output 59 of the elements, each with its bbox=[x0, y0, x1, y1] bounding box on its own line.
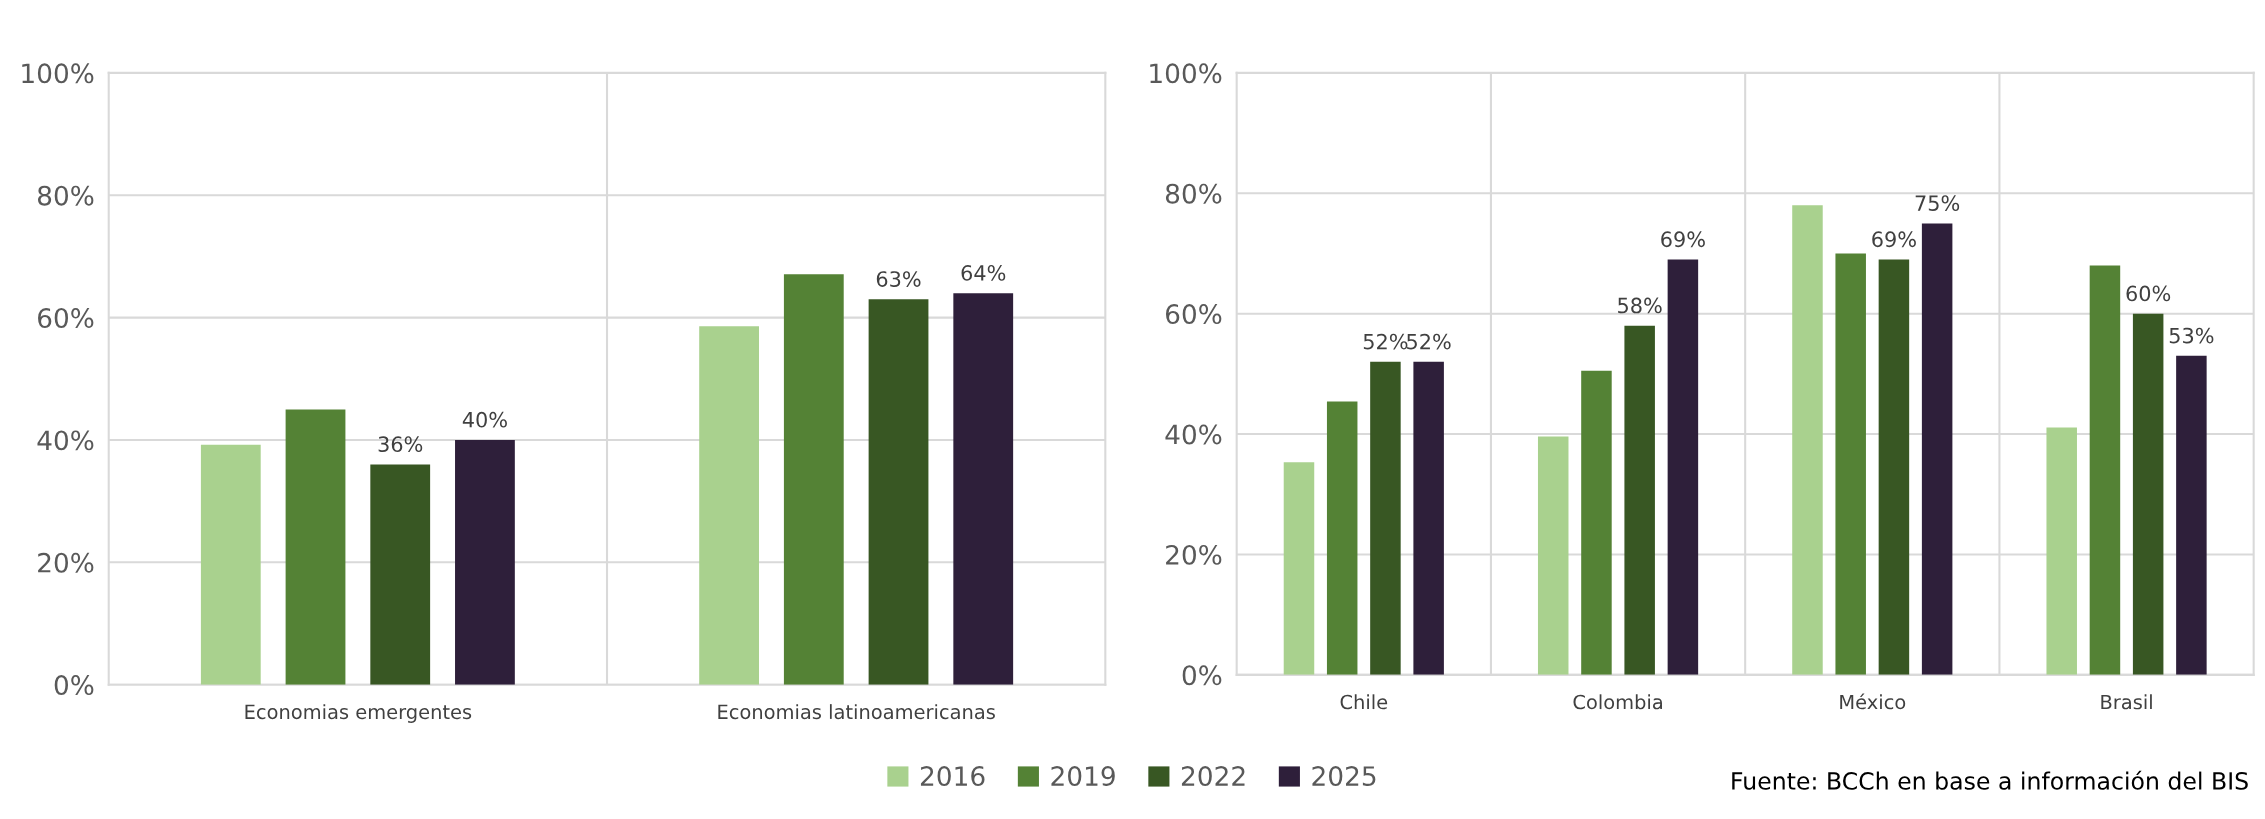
bar bbox=[1878, 259, 1910, 675]
bar bbox=[1370, 361, 1401, 675]
bar bbox=[953, 293, 1014, 685]
legend-label: 2025 bbox=[1312, 766, 1376, 787]
bar bbox=[2132, 313, 2164, 675]
y-tick-label: 80% bbox=[1165, 183, 1222, 204]
bar bbox=[2046, 427, 2077, 675]
y-tick-label: 40% bbox=[1165, 424, 1222, 445]
bar bbox=[868, 299, 929, 685]
bar bbox=[1581, 370, 1612, 675]
y-tick-label: 0% bbox=[1182, 665, 1222, 686]
y-tick-label: 100% bbox=[22, 63, 94, 84]
bar bbox=[1537, 436, 1569, 675]
bar bbox=[1624, 325, 1655, 675]
bar bbox=[200, 444, 261, 685]
x-tick-label: Chile bbox=[1340, 694, 1388, 710]
data-label: 69% bbox=[1872, 231, 1916, 248]
data-label: 69% bbox=[1661, 231, 1705, 248]
bar bbox=[1283, 462, 1315, 675]
y-tick-label: 60% bbox=[38, 308, 94, 329]
bar bbox=[370, 464, 431, 685]
y-tick-label: 80% bbox=[37, 185, 94, 206]
data-label: 64% bbox=[961, 265, 1006, 281]
data-label: 52% bbox=[1363, 333, 1408, 350]
legend-label: 2019 bbox=[1051, 766, 1115, 787]
data-label: 40% bbox=[462, 411, 507, 428]
bar bbox=[699, 326, 759, 685]
x-tick-label: Brasil bbox=[2101, 694, 2152, 710]
y-tick-label: 20% bbox=[1166, 544, 1222, 565]
bar bbox=[2089, 265, 2121, 675]
data-label: 60% bbox=[2126, 285, 2171, 302]
bar bbox=[783, 274, 844, 685]
x-tick-label: Economias emergentes bbox=[245, 704, 472, 723]
x-tick-label: Colombia bbox=[1573, 694, 1662, 710]
bar bbox=[455, 439, 515, 685]
data-label: 36% bbox=[378, 436, 423, 453]
y-tick-label: 0% bbox=[54, 675, 94, 696]
bar bbox=[1326, 401, 1358, 675]
data-label: 52% bbox=[1407, 333, 1451, 350]
x-tick-label: México bbox=[1840, 693, 1906, 710]
bar bbox=[1792, 205, 1823, 675]
data-label: 75% bbox=[1915, 195, 1960, 212]
legend-label: 2022 bbox=[1181, 766, 1245, 787]
y-tick-label: 20% bbox=[38, 552, 94, 573]
data-label: 53% bbox=[2169, 327, 2214, 344]
bar bbox=[2176, 355, 2207, 675]
x-tick-label: Economias latinoamericanas bbox=[718, 704, 995, 720]
source-note: Fuente: BCCh en base a información del BIS bbox=[1732, 770, 2248, 790]
legend-label: 2016 bbox=[920, 766, 985, 787]
bar bbox=[1413, 361, 1444, 675]
bar bbox=[1835, 253, 1866, 675]
data-label: 63% bbox=[876, 271, 921, 287]
y-tick-label: 40% bbox=[37, 430, 94, 451]
bar bbox=[1921, 223, 1953, 675]
data-label: 58% bbox=[1618, 297, 1662, 314]
bar bbox=[1667, 259, 1699, 675]
y-tick-label: 60% bbox=[1165, 304, 1222, 325]
y-tick-label: 100% bbox=[1150, 63, 1222, 84]
bar bbox=[285, 409, 346, 685]
